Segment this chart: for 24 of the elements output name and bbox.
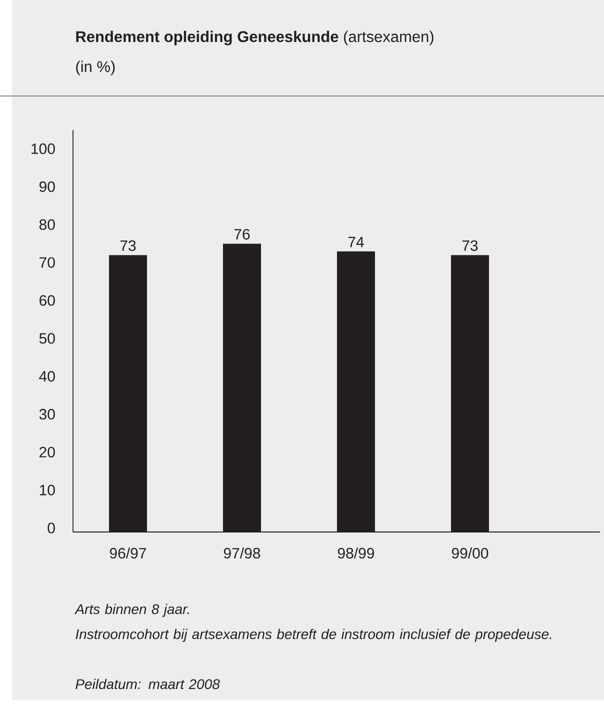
y-tick-label: 80 [39,219,55,230]
x-tick-label: 96/97 [110,548,146,559]
y-tick-label: 60 [40,295,55,306]
x-tick-label: 98/99 [338,548,374,559]
y-tick-label: 20 [40,446,55,458]
y-tick-label: 10 [40,484,55,496]
x-tick-label: 99/00 [452,548,488,559]
data-label: 76 [234,228,250,240]
y-tick-label: 50 [39,333,55,344]
y-tick-label: 90 [39,181,55,192]
y-tick-label: 0 [48,522,55,534]
y-tick-label: 30 [39,408,55,420]
data-label: 74 [348,236,364,248]
x-tick-label: 97/98 [224,548,260,559]
text: Peildatum: maart 2008 [76,678,220,690]
y-tick-label: 70 [40,257,55,268]
y-tick-label: 100 [32,143,55,154]
text: Arts binnen 8 jaar. [74,604,189,617]
text: Instroomcohort bij artsexamens betreft de instroom inclusief de propedeuse. [76,628,552,642]
data-label: 73 [120,240,136,251]
chart-title: Rendement opleiding Geneeskunde (artsexamen) [76,30,434,46]
data-label: 73 [462,240,478,251]
y-tick-label: 40 [39,370,55,382]
chart-subtitle: (in %) [76,60,115,76]
